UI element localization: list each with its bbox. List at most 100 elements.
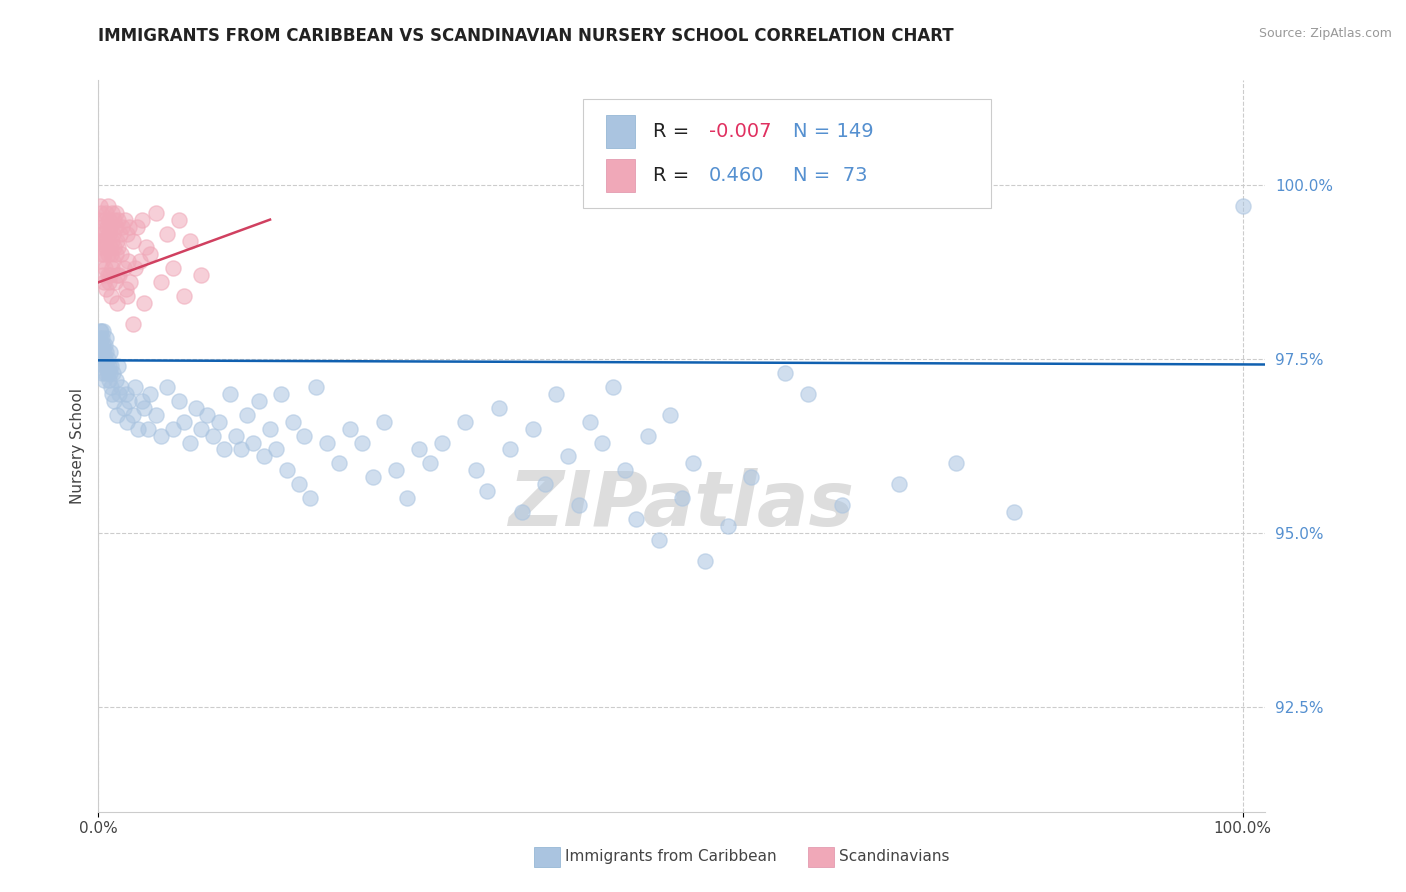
Text: N =  73: N = 73: [793, 166, 868, 185]
Point: [648, 533, 671, 547]
Point: [105, 296, 128, 310]
Point: [96, 219, 118, 234]
Point: [190, 268, 212, 283]
Text: ZIPatlas: ZIPatlas: [509, 467, 855, 541]
Point: [557, 450, 579, 464]
Point: [316, 435, 339, 450]
Point: [773, 366, 796, 380]
Text: Scandinavians: Scandinavians: [839, 849, 950, 863]
Point: [419, 457, 441, 471]
Point: [156, 227, 179, 241]
Point: [247, 393, 270, 408]
Point: [115, 386, 138, 401]
Point: [101, 234, 124, 248]
Point: [179, 234, 201, 248]
Point: [110, 380, 132, 394]
Point: [510, 505, 533, 519]
Point: [93, 359, 115, 373]
Point: [94, 338, 117, 352]
Point: [93, 275, 115, 289]
Point: [114, 212, 136, 227]
Point: [96, 282, 118, 296]
Point: [717, 519, 740, 533]
Point: [115, 227, 138, 241]
Bar: [606, 115, 636, 148]
Point: [98, 240, 121, 254]
Point: [111, 219, 134, 234]
Point: [103, 240, 125, 254]
Point: [98, 366, 121, 380]
Point: [259, 421, 281, 435]
Point: [104, 219, 127, 234]
Point: [118, 393, 141, 408]
Point: [477, 484, 499, 499]
Point: [121, 234, 143, 248]
Point: [533, 477, 555, 491]
Point: [145, 408, 167, 422]
Point: [91, 219, 114, 234]
Point: [103, 254, 125, 268]
Point: [201, 428, 224, 442]
Point: [96, 240, 118, 254]
Text: -0.007: -0.007: [709, 122, 772, 141]
Point: [207, 415, 229, 429]
Point: [339, 421, 361, 435]
Point: [131, 212, 153, 227]
Point: [96, 359, 118, 373]
Point: [100, 289, 122, 303]
Point: [89, 212, 111, 227]
Point: [93, 212, 115, 227]
Point: [121, 317, 143, 331]
Point: [97, 275, 120, 289]
Point: [104, 275, 127, 289]
Point: [150, 275, 173, 289]
Point: [90, 366, 112, 380]
Point: [89, 345, 111, 359]
Point: [682, 457, 704, 471]
Point: [90, 247, 112, 261]
Point: [90, 205, 112, 219]
Point: [101, 261, 124, 276]
Point: [105, 408, 128, 422]
Point: [287, 477, 309, 491]
Point: [613, 463, 636, 477]
Point: [195, 408, 218, 422]
Point: [110, 247, 132, 261]
Text: IMMIGRANTS FROM CARIBBEAN VS SCANDINAVIAN NURSERY SCHOOL CORRELATION CHART: IMMIGRANTS FROM CARIBBEAN VS SCANDINAVIA…: [98, 27, 955, 45]
Point: [134, 401, 156, 415]
Point: [671, 491, 693, 506]
Point: [90, 324, 112, 338]
Point: [91, 338, 114, 352]
Point: [236, 408, 259, 422]
Point: [139, 386, 162, 401]
Point: [219, 386, 242, 401]
Point: [396, 491, 419, 506]
Point: [98, 212, 121, 227]
Point: [121, 408, 143, 422]
Point: [693, 554, 716, 568]
Point: [945, 457, 967, 471]
Point: [100, 247, 122, 261]
Point: [104, 373, 127, 387]
Point: [522, 421, 544, 435]
Point: [97, 268, 120, 283]
Point: [253, 450, 276, 464]
Point: [264, 442, 287, 457]
Point: [408, 442, 430, 457]
Point: [103, 393, 125, 408]
Point: [361, 470, 384, 484]
Point: [139, 247, 162, 261]
Point: [135, 240, 157, 254]
Point: [115, 282, 138, 296]
Point: [156, 380, 179, 394]
Point: [97, 227, 120, 241]
Point: [112, 401, 135, 415]
Text: R =: R =: [652, 166, 702, 185]
Point: [214, 442, 236, 457]
Point: [120, 275, 142, 289]
Point: [93, 373, 115, 387]
Text: N = 149: N = 149: [793, 122, 873, 141]
Point: [90, 234, 112, 248]
Point: [100, 205, 122, 219]
Point: [305, 380, 328, 394]
